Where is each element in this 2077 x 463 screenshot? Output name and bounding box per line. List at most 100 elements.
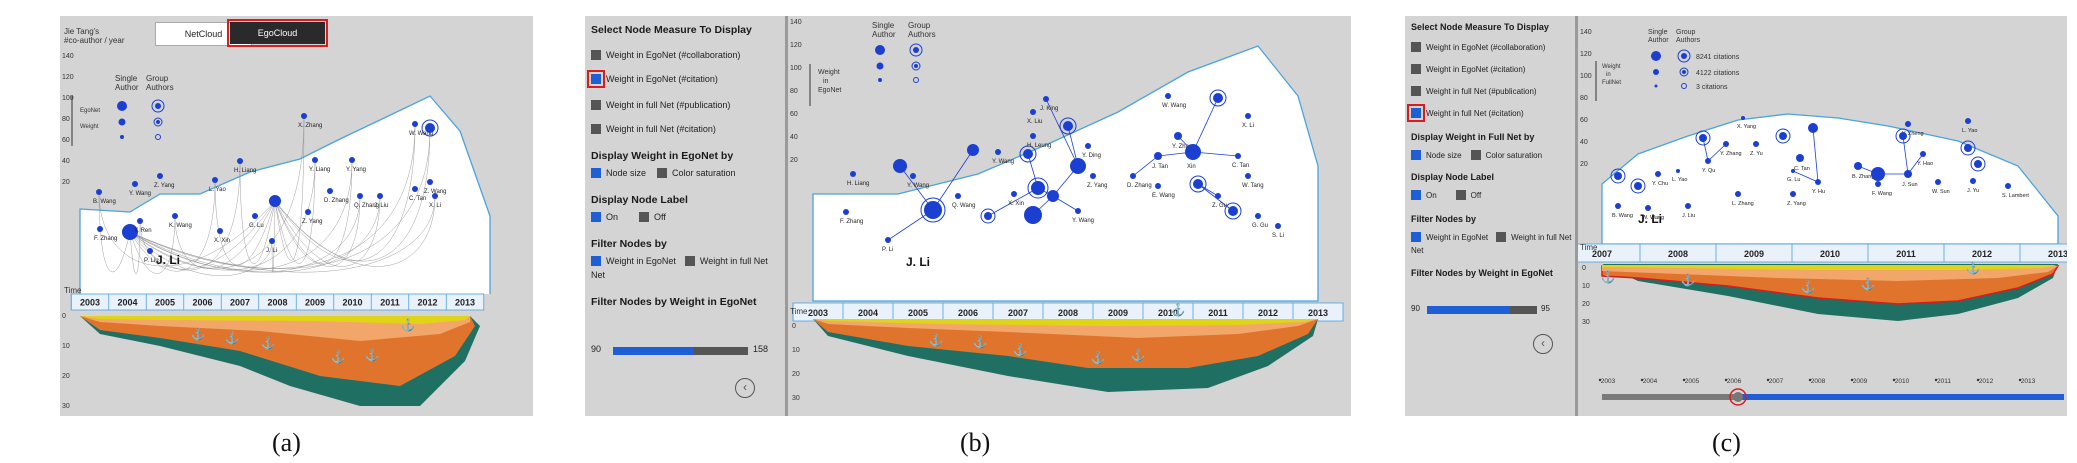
author-node [1974,160,1982,168]
section-filter: Filter Nodes by [591,238,667,250]
timeline-year-label: 2010 [1895,378,1910,385]
timeline-handle[interactable] [1733,392,1743,402]
author-label: P. Liu [144,258,159,264]
measure-option-3[interactable]: Weight in full Net (#citation) [1407,104,1524,122]
legend-single-label: Single [872,21,895,30]
radio-filter-fullnet[interactable] [684,256,695,266]
author-node [1699,134,1707,142]
author-node [147,248,153,254]
network-nodes: B. Wang Y. Chu L. Yao Y. Zhang Y. Qu X. Yang Z… [1610,116,2029,221]
panel-divider [1575,16,1578,416]
author-label: Q. Wang [952,203,975,209]
svg-text:Author: Author [115,83,139,92]
collapse-back-button[interactable]: ‹ [735,378,755,398]
author-node [1085,143,1091,149]
anchor-icon: ⚓ [1801,280,1816,294]
y-tick-label: 0 [1582,265,1586,272]
stream-yellow [1602,265,2058,270]
measure-option-2[interactable]: Weight in full Net (#publication) [1411,86,1537,96]
year-label: 2004 [117,298,137,308]
author-node [924,201,942,219]
edge-curve [174,200,276,269]
legend-group-label: Group [146,74,169,83]
year-label: 2012 [1972,249,1992,259]
legend-value-medium: 4122 citations [1696,70,1740,77]
edge-line [1792,170,1819,183]
year-label: 2010 [1820,249,1840,259]
y-tick-label: 20 [792,371,800,378]
measure-option-2[interactable]: Weight in full Net (#publication) [591,100,730,110]
author-node [1614,172,1622,180]
group-node-ring [1775,128,1791,144]
author-label: X. Yang [1737,124,1756,130]
anchor-icon: ⚓ [401,318,416,332]
group-node-ring [1027,177,1049,199]
group-node-ring [1895,128,1911,144]
author-label: J. King [1040,106,1058,112]
panel-b-egocloud-config: Select Node Measure To Display Weight in… [585,16,1351,416]
radio-node-size[interactable] [591,168,601,178]
timeline-year-label: 2005 [1685,378,1700,385]
author-label: P. Li [882,247,893,253]
y-ticks-bottom: 0 10 20 30 [62,313,70,410]
y-tick-label: 80 [62,116,70,123]
author-label: Y. Zhang [1720,151,1742,157]
anchor-markers: ⚓ ⚓ ⚓ ⚓ ⚓ ⚓ [191,318,416,364]
year-label: 2012 [1258,308,1278,318]
y-tick-label: 0 [62,313,66,320]
author-node [349,157,355,163]
author-node [412,186,418,192]
slider-max-label: 158 [753,344,769,354]
author-label: Z. Yu [1750,151,1763,157]
legend-side-label: Weight [818,69,840,76]
timeline-dot [1850,378,1854,382]
measure-option-3[interactable]: Weight in full Net (#citation) [591,124,716,134]
author-label: W. Tang [1242,183,1264,189]
edge-curve [129,220,141,274]
weight-slider-fill[interactable] [613,347,694,355]
section-node-label: Display Node Label [1411,172,1495,182]
y-tick-label: 20 [1580,161,1588,168]
timeline-year-label: 2008 [1811,378,1826,385]
author-node [1871,167,1885,181]
weight-slider-fill[interactable] [1427,306,1510,314]
measure-option-0[interactable]: Weight in EgoNet (#collaboration) [1411,42,1545,52]
y-tick-label: 20 [62,373,70,380]
anchor-icon: ⚓ [365,348,380,362]
radio-square[interactable] [591,50,601,60]
radio-square-selected[interactable] [587,70,605,88]
radio-square[interactable] [591,100,601,110]
radio-square-selected[interactable] [1407,104,1425,122]
radio-label-off[interactable] [639,212,650,222]
author-node [432,193,438,199]
radio-square[interactable] [591,124,601,134]
author-node [1875,181,1881,187]
collapse-back-button[interactable]: ‹ [1533,334,1553,354]
y-tick-label: 10 [62,343,70,350]
measure-option-1[interactable]: Weight in EgoNet (#citation) [1411,64,1525,74]
caption-b: (b) [960,428,991,457]
timeline-selected-range[interactable] [1738,394,2064,400]
radio-label-on[interactable] [591,212,601,222]
author-node [427,179,433,185]
control-panel: Select Node Measure To Display Weight in… [585,16,785,416]
measure-option-0[interactable]: Weight in EgoNet (#collaboration) [591,50,740,60]
author-label: H. Liang [847,181,869,187]
radio-color-saturation[interactable] [657,168,668,178]
author-node [1779,132,1787,140]
egocloud-toggle[interactable]: EgoCloud [227,19,328,47]
svg-text:Authors: Authors [146,83,174,92]
y-tick-label: 40 [1580,139,1588,146]
timeline-year-label: 2009 [1853,378,1868,385]
author-node [1154,152,1162,160]
group-node-ring [920,197,946,223]
edge-line [1907,153,1924,175]
stream-yellow [80,316,470,324]
time-label: Time [1580,243,1598,252]
author-label: G. Gu [1252,223,1268,229]
legend-side-label: EgoNet [80,108,100,114]
measure-option-1[interactable]: Weight in EgoNet (#citation) [587,70,718,88]
author-node [1185,144,1201,160]
radio-filter-egonet[interactable] [591,256,601,266]
